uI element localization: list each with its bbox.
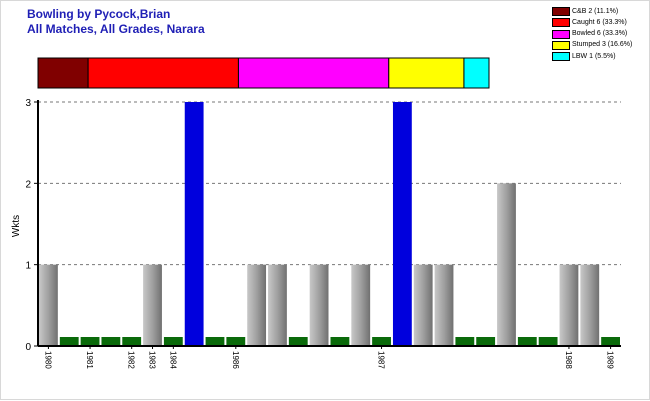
dismissal-segment — [388, 57, 465, 89]
x-tick-label: 1981 — [85, 351, 94, 369]
legend-label: LBW 1 (5.5%) — [572, 52, 616, 60]
bar — [392, 102, 412, 346]
x-tick-label: 1987 — [377, 351, 386, 369]
y-tick-label: 2 — [25, 179, 31, 190]
x-tick-label: 1988 — [564, 351, 573, 369]
bar — [476, 337, 496, 346]
dismissal-segment — [237, 57, 390, 89]
x-tick-label: 1986 — [231, 351, 240, 369]
x-tick-label: 1980 — [43, 351, 52, 369]
bar — [309, 264, 329, 346]
bar — [538, 337, 558, 346]
bar — [351, 264, 371, 346]
x-tick-label: 1983 — [148, 351, 157, 369]
bar — [288, 337, 308, 346]
bar — [413, 264, 433, 346]
dismissal-segment — [463, 57, 490, 89]
legend-swatch — [552, 18, 570, 28]
bar — [122, 337, 142, 346]
bar — [205, 337, 225, 346]
bar — [559, 264, 579, 346]
x-tick-label: 1984 — [168, 351, 177, 369]
y-tick-label: 3 — [25, 98, 31, 109]
bar — [226, 337, 246, 346]
bar — [517, 337, 537, 346]
bar — [434, 264, 454, 346]
bar — [184, 102, 204, 346]
dismissal-segment — [37, 57, 89, 89]
y-axis-label: Wkts — [11, 215, 22, 237]
chart-title: Bowling by Pycock,Brian — [27, 7, 171, 21]
y-tick-label: 0 — [25, 342, 31, 353]
legend-swatch — [552, 7, 570, 16]
bar — [39, 264, 58, 346]
x-tick-label: 1982 — [127, 351, 136, 369]
bar — [143, 264, 162, 346]
legend-label: Bowled 6 (33.3%) — [572, 30, 628, 38]
bar — [601, 337, 620, 346]
bar — [80, 337, 100, 346]
bar — [59, 337, 79, 346]
y-tick-label: 1 — [25, 261, 31, 272]
x-tick-label: 1989 — [606, 351, 615, 369]
bar — [101, 337, 121, 346]
chart-subtitle: All Matches, All Grades, Narara — [27, 22, 205, 36]
legend-label: C&B 2 (11.1%) — [572, 7, 619, 15]
legend-swatch — [552, 52, 570, 62]
bar — [497, 183, 516, 346]
bar — [330, 337, 350, 346]
legend-label: Stumped 3 (16.6%) — [572, 41, 633, 49]
bar — [247, 264, 267, 346]
bar — [268, 264, 287, 346]
legend-swatch — [552, 40, 570, 50]
legend-swatch — [552, 29, 570, 39]
bar — [372, 337, 391, 346]
dismissal-segment — [87, 57, 239, 89]
bar — [455, 337, 475, 346]
bar — [580, 264, 600, 346]
legend-label: Caught 6 (33.3%) — [572, 18, 627, 26]
bar — [163, 337, 183, 346]
